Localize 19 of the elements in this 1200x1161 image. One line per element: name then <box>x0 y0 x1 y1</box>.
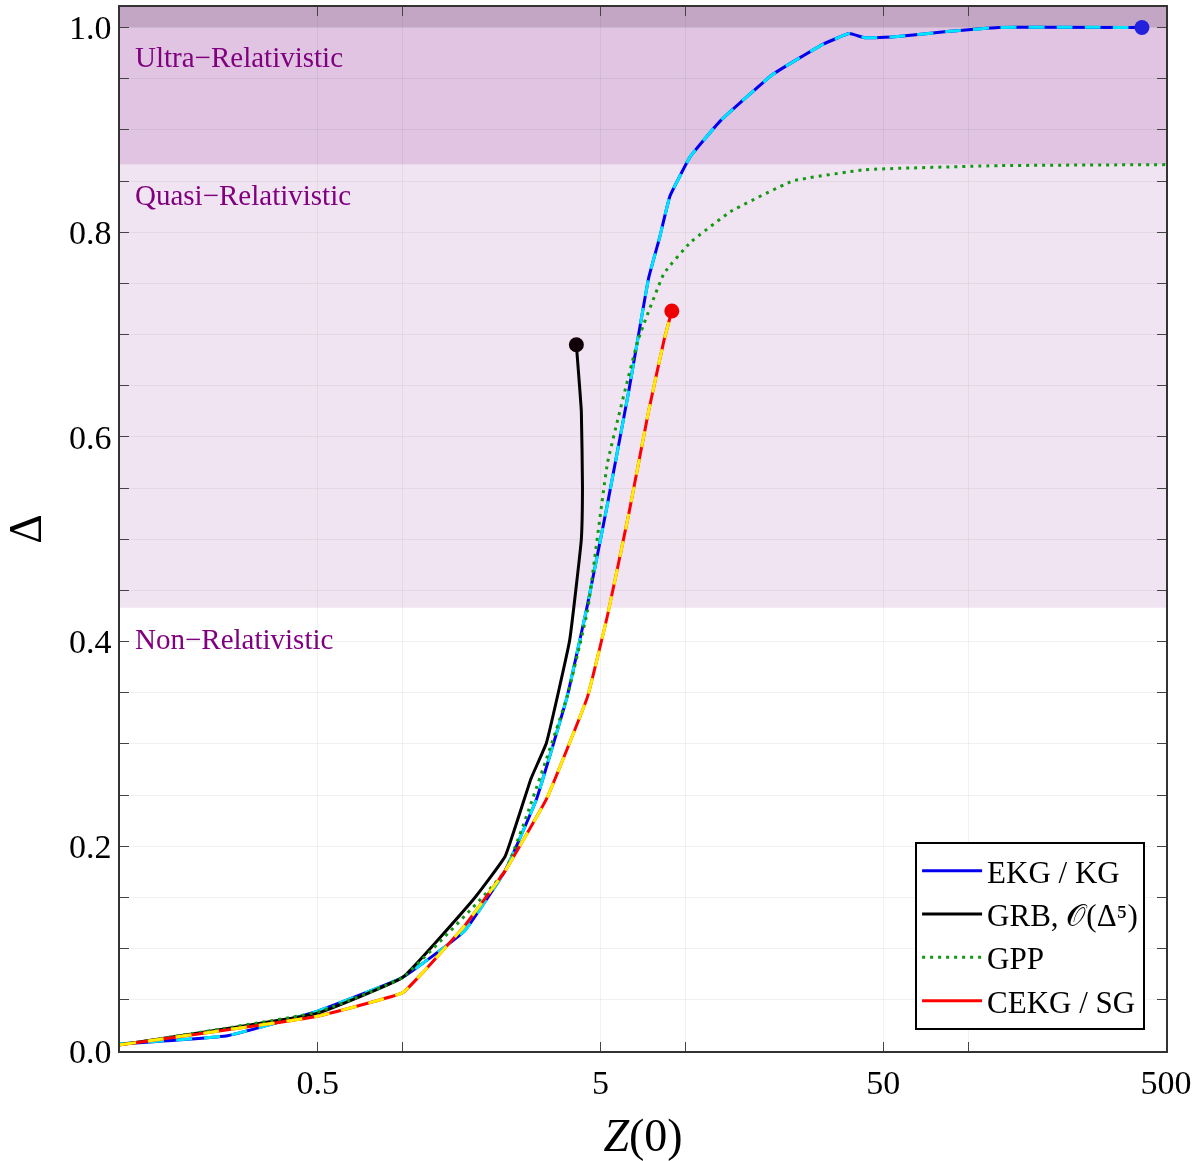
legend-label: CEKG / SG <box>987 984 1136 1020</box>
annotation: Non−Relativistic <box>135 623 334 655</box>
y-tick-label: 0.8 <box>68 214 112 252</box>
y-tick-label: 0.6 <box>68 418 112 456</box>
x-tick-label: 0.5 <box>296 1063 339 1101</box>
band-label: Quasi−Relativistic <box>135 179 352 211</box>
y-tick-label: 1.0 <box>68 9 112 47</box>
band-label: Ultra−Relativistic <box>135 41 344 73</box>
legend-label: GPP <box>987 941 1044 977</box>
legend-label: EKG / KG <box>987 854 1120 890</box>
x-axis-title: Z(0) <box>603 1110 683 1161</box>
y-tick-label: 0.0 <box>68 1032 112 1070</box>
legend-label: GRB, 𝒪(Δ⁵) <box>987 898 1138 934</box>
x-tick-label: 5 <box>591 1063 609 1101</box>
y-tick-label: 0.2 <box>68 828 112 866</box>
x-tick-label: 50 <box>866 1063 901 1101</box>
y-axis-title: Δ <box>0 514 51 544</box>
y-tick-label: 0.4 <box>68 623 112 661</box>
x-tick-label: 500 <box>1140 1063 1192 1101</box>
